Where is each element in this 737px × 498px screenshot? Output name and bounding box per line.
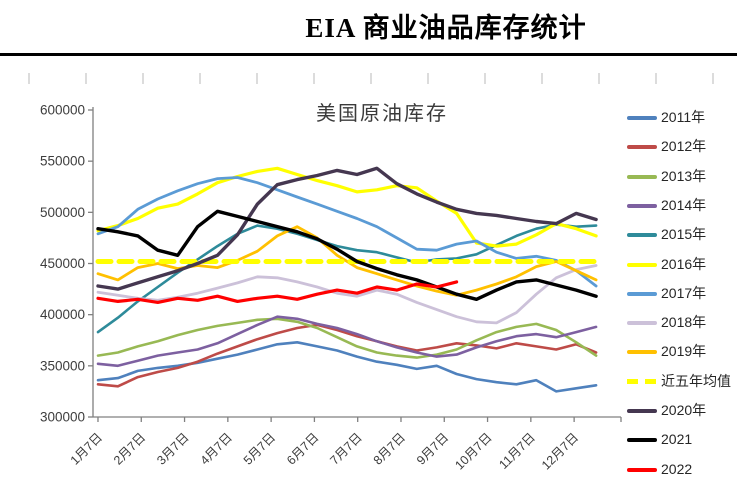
legend-swatch-近五年均值 <box>627 378 657 384</box>
x-tick-label: 5月7日 <box>241 430 278 467</box>
series-line-2011年 <box>96 340 598 393</box>
legend-swatch-2013年 <box>627 174 657 179</box>
series-line-2016年 <box>96 166 598 248</box>
legend-swatch-2011年 <box>627 116 657 120</box>
legend-item-2018年: 2018年 <box>627 313 735 342</box>
legend-label: 近五年均值 <box>661 372 731 389</box>
x-tick-label: 2月7日 <box>111 430 148 467</box>
y-tick-label: 350000 <box>40 358 85 373</box>
series-line-2013年 <box>96 317 598 359</box>
y-tick-label: 550000 <box>40 154 85 169</box>
y-axis-labels: 600000 550000 500000 450000 400000 350000 3000… <box>40 103 85 425</box>
legend-label: 2019年 <box>661 343 707 360</box>
y-tick-label: 400000 <box>40 307 85 322</box>
x-tick-label: 11月7日 <box>496 430 538 472</box>
legend-swatch-2014年 <box>627 203 657 208</box>
legend-swatch-2022 <box>627 467 657 472</box>
legend-label: 2011年 <box>661 109 706 125</box>
series-line-2018年 <box>96 264 598 325</box>
x-tick-label: 1月7日 <box>68 430 105 467</box>
series-line-2012年 <box>96 323 598 388</box>
legend-label: 2016年 <box>661 255 707 272</box>
legend-swatch-2018年 <box>627 321 657 326</box>
y-tick-label: 600000 <box>40 103 85 118</box>
legend-swatch-2012年 <box>627 145 657 150</box>
legend-item-2021: 2021 <box>627 430 735 459</box>
x-tick-label: 4月7日 <box>198 430 235 467</box>
top-ruler-ticks <box>28 73 718 84</box>
legend-item-2022: 2022 <box>627 460 735 489</box>
legend-item-2020年: 2020年 <box>627 401 735 430</box>
chart-title: 美国原油库存 <box>316 102 448 125</box>
legend-label: 2015年 <box>661 226 707 243</box>
legend-swatch-2020年 <box>627 409 657 413</box>
y-tick-label: 300000 <box>40 410 85 425</box>
legend-swatch-2019年 <box>627 350 657 355</box>
legend-label: 2018年 <box>661 314 707 331</box>
legend-label: 2017年 <box>661 284 707 301</box>
legend-label: 2012年 <box>661 138 707 155</box>
page-title: EIA 商业油品库存统计 <box>305 13 587 43</box>
legend-label: 2020年 <box>661 402 707 418</box>
legend-label: 2021 <box>661 431 693 448</box>
chart-legend: 2011年 2012年 2013年 2014年 2015年 2016年 2017年 2018年… <box>627 108 737 493</box>
legend-label: 2013年 <box>661 167 707 184</box>
x-tick-label: 3月7日 <box>154 430 191 467</box>
legend-label: 2014年 <box>661 196 707 213</box>
x-tick-label: 9月7日 <box>414 430 451 467</box>
x-tick-label: 7月7日 <box>327 430 364 467</box>
legend-item-2015年: 2015年 <box>627 225 735 254</box>
title-divider-rule <box>0 53 737 56</box>
y-tick-label: 450000 <box>40 256 85 271</box>
legend-item-2014年: 2014年 <box>627 196 735 225</box>
legend-item-2019年: 2019年 <box>627 342 735 371</box>
legend-item-2012年: 2012年 <box>627 137 735 166</box>
axes <box>88 107 622 422</box>
legend-item-2017年: 2017年 <box>627 284 735 313</box>
x-tick-label: 8月7日 <box>371 430 408 467</box>
legend-swatch-2015年 <box>627 233 657 238</box>
x-axis-labels: 1月7日 2月7日 3月7日 4月7日 5月7日 6月7日 7月7日 8月7日 9月7日 10月7… <box>68 430 582 472</box>
legend-swatch-2017年 <box>627 291 657 296</box>
legend-item-2016年: 2016年 <box>627 255 735 284</box>
legend-item-近五年均值: 近五年均值 <box>627 372 735 401</box>
series-line-2021 <box>96 209 598 301</box>
y-tick-label: 500000 <box>40 205 85 220</box>
legend-item-2011年: 2011年 <box>627 108 735 137</box>
legend-label: 2022 <box>661 460 693 477</box>
x-tick-label: 12月7日 <box>539 430 581 472</box>
series-line-2020年 <box>96 166 598 291</box>
x-tick-label: 6月7日 <box>284 430 321 467</box>
series-line-2022 <box>96 280 459 304</box>
legend-swatch-2021 <box>627 438 657 443</box>
series-line-2017年 <box>96 176 598 288</box>
legend-item-2013年: 2013年 <box>627 167 735 196</box>
x-tick-label: 10月7日 <box>452 430 494 472</box>
series-line-2014年 <box>96 315 598 368</box>
legend-swatch-2016年 <box>627 262 657 267</box>
